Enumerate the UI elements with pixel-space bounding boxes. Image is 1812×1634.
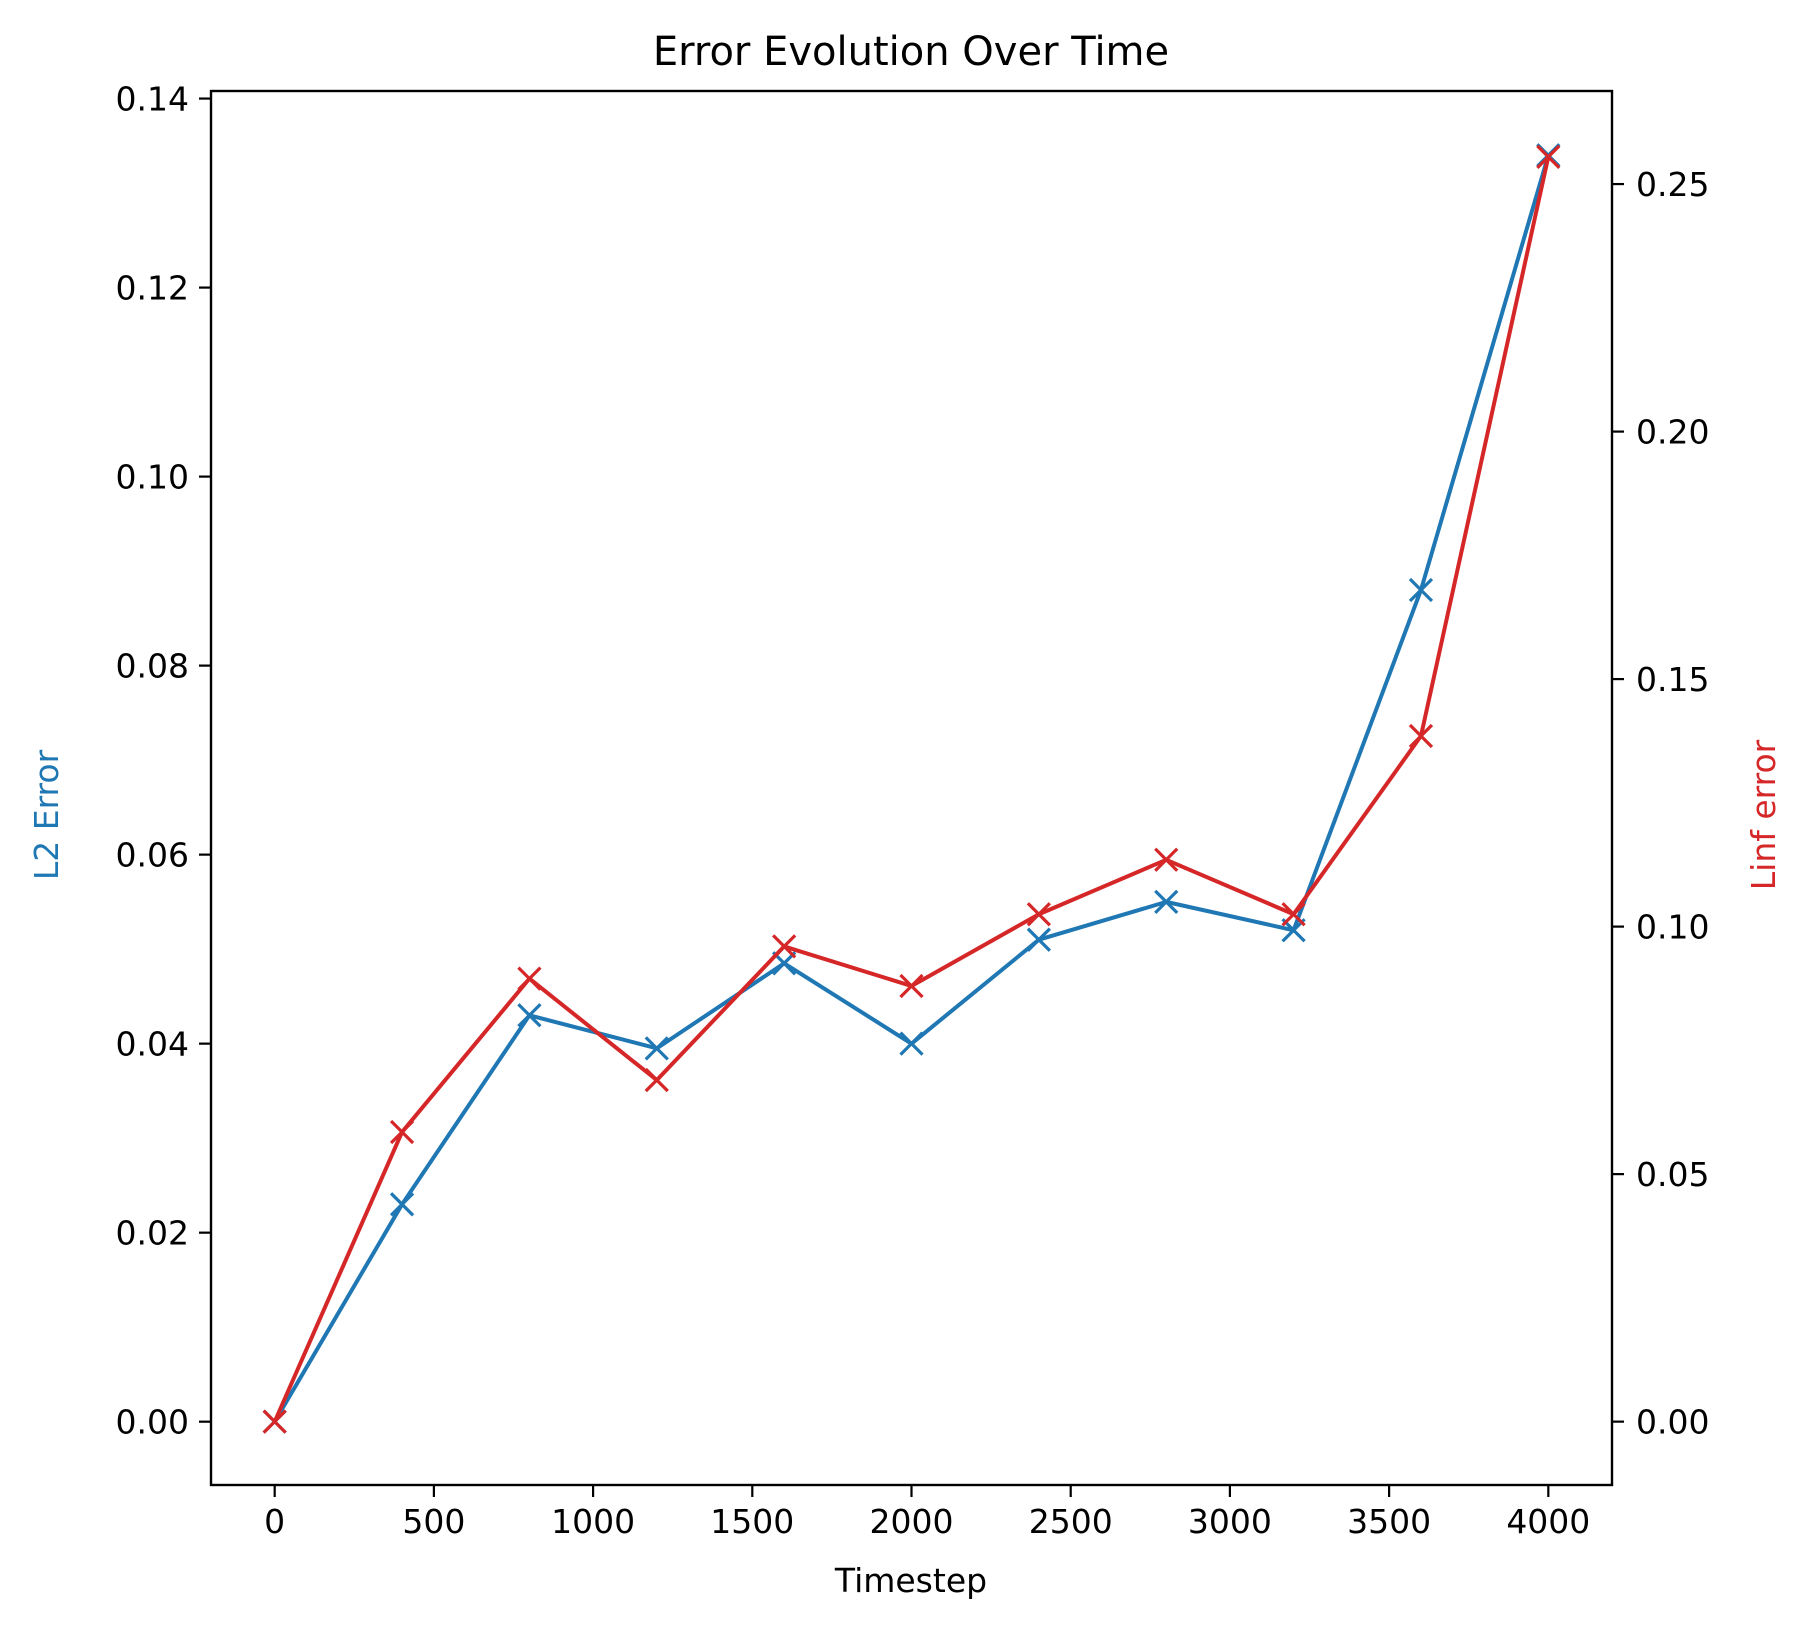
- y-left-tick-label: 0.12: [116, 269, 189, 308]
- y-right-tick-label: 0.25: [1636, 165, 1709, 204]
- chart-title: Error Evolution Over Time: [653, 29, 1169, 75]
- y-axis-left-label: L2 Error: [27, 749, 66, 880]
- x-tick-label: 1500: [710, 1502, 794, 1541]
- y-axis-right-label: Linf error: [1744, 739, 1783, 890]
- series-left-point: [899, 1031, 924, 1056]
- axes-frame: [209, 89, 1614, 1487]
- x-tick-label: 2500: [1029, 1502, 1113, 1541]
- y-right-tick-label: 0.20: [1636, 413, 1709, 452]
- series-left-line: [272, 154, 1551, 1423]
- series-right-point: [517, 966, 542, 991]
- y-left-tick-label: 0.14: [116, 80, 189, 119]
- series-right-point: [899, 973, 924, 999]
- series-left-point: [517, 1003, 542, 1028]
- series-right-line: [272, 156, 1551, 1423]
- series-left-point: [389, 1192, 415, 1217]
- y-right-tick-label: 0.15: [1636, 660, 1709, 699]
- y-left-tick-label: 0.04: [116, 1025, 189, 1064]
- series-right-point: [1536, 144, 1561, 169]
- x-axis-label: Timestep: [834, 1561, 987, 1600]
- plot-area: [262, 143, 1561, 1434]
- y-left-tick-label: 0.00: [116, 1403, 189, 1442]
- y-left-tick-label: 0.02: [116, 1214, 189, 1253]
- y-right-tick-label: 0.00: [1636, 1403, 1709, 1442]
- series-left-point: [1026, 927, 1051, 952]
- series-right-point: [1154, 847, 1179, 872]
- axes: 0 500 1000 1500 2000 2500 3000 3500 4000 0.00 0.02…: [116, 80, 1710, 1541]
- series-right-point: [1026, 902, 1051, 927]
- series-right-point: [1281, 902, 1306, 927]
- series-right-point: [262, 1409, 287, 1434]
- y-left-tick-label: 0.10: [116, 458, 189, 497]
- series-left-point: [1408, 577, 1434, 603]
- x-tick-label: 0: [264, 1502, 285, 1541]
- series-left-point: [644, 1036, 669, 1061]
- x-tick-label: 3500: [1347, 1502, 1431, 1541]
- x-tick-label: 3000: [1188, 1502, 1272, 1541]
- series-left-point: [1154, 889, 1179, 915]
- x-tick-label: 1000: [551, 1502, 635, 1541]
- x-tick-label: 500: [402, 1502, 465, 1541]
- series-right-point: [644, 1067, 669, 1093]
- y-right-tick-label: 0.10: [1636, 908, 1709, 947]
- series-right-point: [772, 934, 797, 959]
- series-right-point: [1408, 723, 1434, 749]
- y-left-tick-label: 0.06: [116, 836, 189, 875]
- series-right-point: [389, 1119, 415, 1145]
- x-tick-label: 4000: [1506, 1502, 1590, 1541]
- x-tick-label: 2000: [870, 1502, 954, 1541]
- y-left-tick-label: 0.08: [116, 647, 189, 686]
- y-right-tick-label: 0.05: [1636, 1155, 1709, 1194]
